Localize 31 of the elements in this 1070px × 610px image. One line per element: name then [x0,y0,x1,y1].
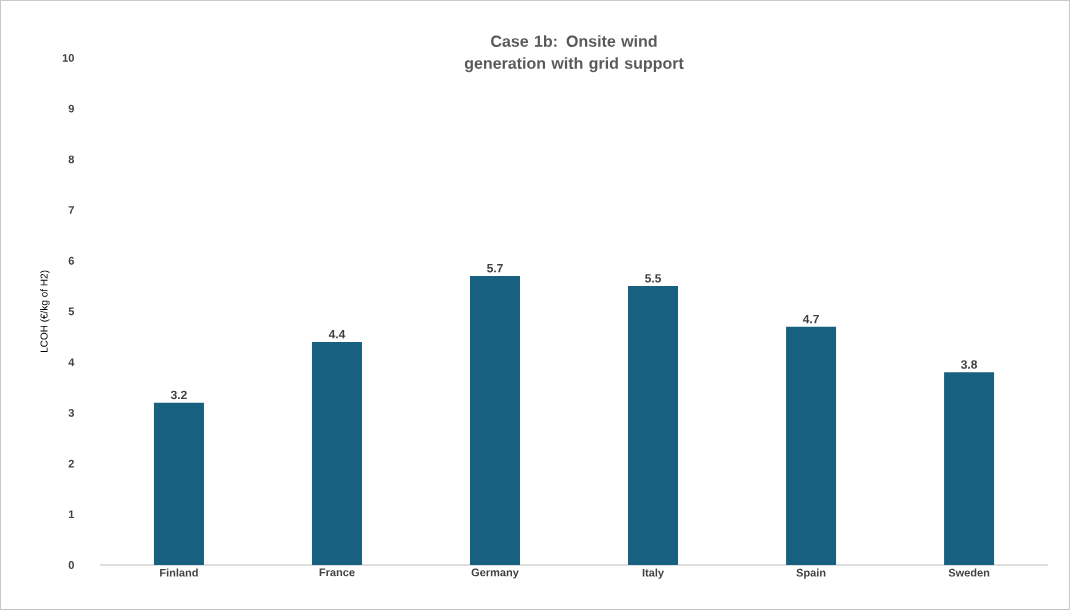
data-label: 5.7 [487,264,503,273]
y-tick-label: 7 [68,206,74,214]
data-label: 3.8 [961,360,978,369]
bar [628,286,679,566]
y-tick-label: 2 [68,459,74,468]
y-tick-label: 8 [68,155,75,164]
x-tick-label: Finland [160,568,198,577]
x-tick-label: France [319,568,355,577]
data-label: 3.2 [170,390,187,400]
y-tick-label: 1 [68,510,75,519]
x-tick-label: Spain [796,568,826,579]
y-axis-title: LCOH (€/kg of H2) [40,270,50,353]
bar [469,276,520,566]
x-tick-label: Germany [471,568,519,579]
data-label: 5.5 [645,274,662,283]
y-tick-label: 3 [68,409,74,417]
y-tick-label: 6 [68,256,74,265]
x-tick-label: Italy [642,568,664,579]
data-label: 4.4 [328,330,346,339]
chart-title: Case 1b: Onsite wind generation with grid support [464,35,684,73]
y-tick-label: 4 [68,358,75,366]
bar [153,402,204,566]
y-tick-label: 0 [68,561,74,569]
bar [786,326,837,566]
y-tick-label: 9 [68,104,74,113]
bar [311,341,362,566]
x-tick-label: Sweden [948,568,990,577]
y-tick-label: 10 [62,54,74,62]
bar [944,372,995,566]
y-tick-label: 5 [68,307,75,316]
data-label: 4.7 [802,314,819,324]
